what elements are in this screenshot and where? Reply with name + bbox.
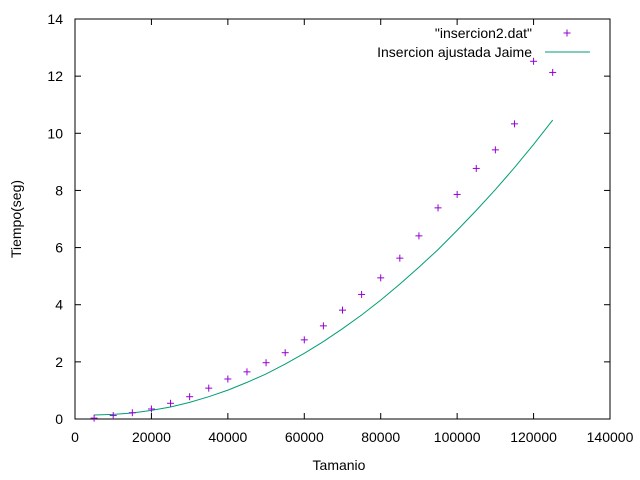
y-tick-label: 12 — [47, 68, 63, 84]
legend-label-fit: Insercion ajustada Jaime — [377, 44, 532, 60]
data-point — [224, 375, 232, 383]
data-point — [510, 120, 518, 128]
data-point — [300, 336, 308, 344]
data-point — [434, 204, 442, 212]
data-point — [262, 359, 270, 367]
data-point — [90, 414, 98, 422]
data-point — [377, 274, 385, 282]
y-axis-label: Tiempo(seg) — [8, 180, 24, 258]
data-point — [396, 254, 404, 262]
x-tick-label: 80000 — [361, 429, 400, 445]
x-tick-label: 0 — [71, 429, 79, 445]
data-point — [358, 290, 366, 298]
data-point — [339, 306, 346, 314]
legend-marker-scatter — [563, 29, 571, 37]
plot-frame — [74, 18, 611, 420]
x-tick-label: 60000 — [285, 429, 324, 445]
data-point — [415, 232, 423, 240]
y-tick-label: 4 — [55, 297, 63, 313]
x-axis-label: Tamanio — [313, 457, 366, 473]
legend-label-scatter: "insercion2.dat" — [435, 25, 532, 41]
ticks: 0 20000 40000 60000 80000 100000 120000 140000 0… — [47, 11, 633, 445]
x-tick-label: 100000 — [434, 429, 481, 445]
data-point — [167, 399, 175, 407]
data-point — [109, 412, 117, 420]
series-line-fit — [94, 119, 554, 416]
legend: "insercion2.dat" Insercion ajustada Jaime — [377, 25, 590, 60]
data-point — [186, 393, 194, 401]
axes — [74, 18, 611, 420]
data-point — [530, 57, 538, 65]
data-point — [453, 190, 461, 198]
x-tick-label: 140000 — [587, 429, 634, 445]
data-point — [319, 322, 327, 330]
y-tick-label: 6 — [55, 240, 63, 256]
x-tick-label: 20000 — [132, 429, 171, 445]
data-point — [472, 164, 480, 172]
y-tick-label: 0 — [55, 411, 63, 427]
data-point — [147, 405, 155, 413]
x-tick-label: 120000 — [510, 429, 557, 445]
y-tick-label: 8 — [55, 182, 63, 198]
data-point — [281, 349, 289, 357]
data-point — [549, 68, 557, 76]
y-tick-label: 2 — [55, 354, 63, 370]
data-point — [205, 384, 213, 392]
y-tick-label: 14 — [47, 11, 63, 27]
data-point — [128, 409, 136, 417]
x-tick-label: 40000 — [208, 429, 247, 445]
y-tick-label: 10 — [47, 125, 63, 141]
series-layer — [90, 57, 557, 422]
data-point — [243, 368, 251, 376]
data-point — [491, 146, 499, 154]
